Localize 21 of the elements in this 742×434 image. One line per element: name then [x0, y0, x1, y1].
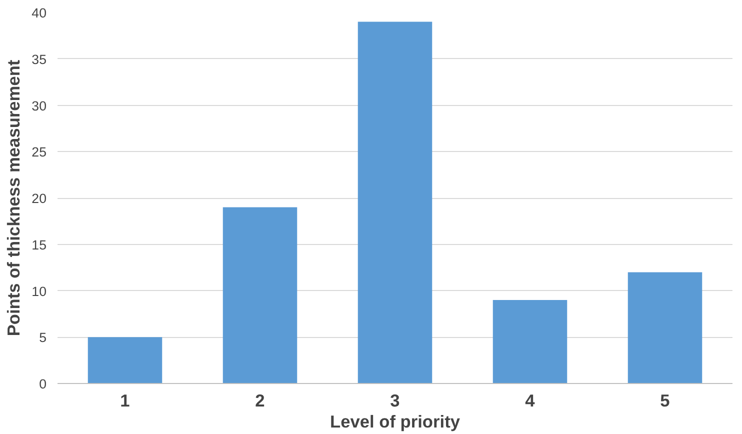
y-tick-label: 0 — [39, 376, 47, 392]
x-tick-label: 5 — [660, 390, 670, 410]
bar — [222, 207, 298, 384]
y-tick-label: 25 — [32, 144, 47, 160]
bar — [358, 22, 432, 384]
y-tick-label: 15 — [32, 237, 47, 252]
bar — [628, 272, 702, 384]
y-tick-label: 10 — [32, 284, 47, 299]
y-tick-label: 30 — [32, 98, 47, 114]
x-tick-label: 4 — [525, 390, 536, 410]
y-tick-label: 35 — [32, 52, 47, 67]
bar — [88, 337, 162, 384]
x-tick-label: 2 — [255, 390, 265, 410]
y-axis-title: Points of thickness measurement — [4, 60, 24, 336]
y-tick-label: 40 — [32, 6, 47, 20]
x-axis-title: Level of priority — [330, 412, 460, 432]
y-tick-label: 5 — [39, 330, 47, 346]
x-tick-label: 1 — [120, 390, 130, 410]
x-tick-label: 3 — [390, 390, 400, 410]
bar — [492, 300, 568, 384]
y-tick-label: 20 — [32, 191, 47, 206]
